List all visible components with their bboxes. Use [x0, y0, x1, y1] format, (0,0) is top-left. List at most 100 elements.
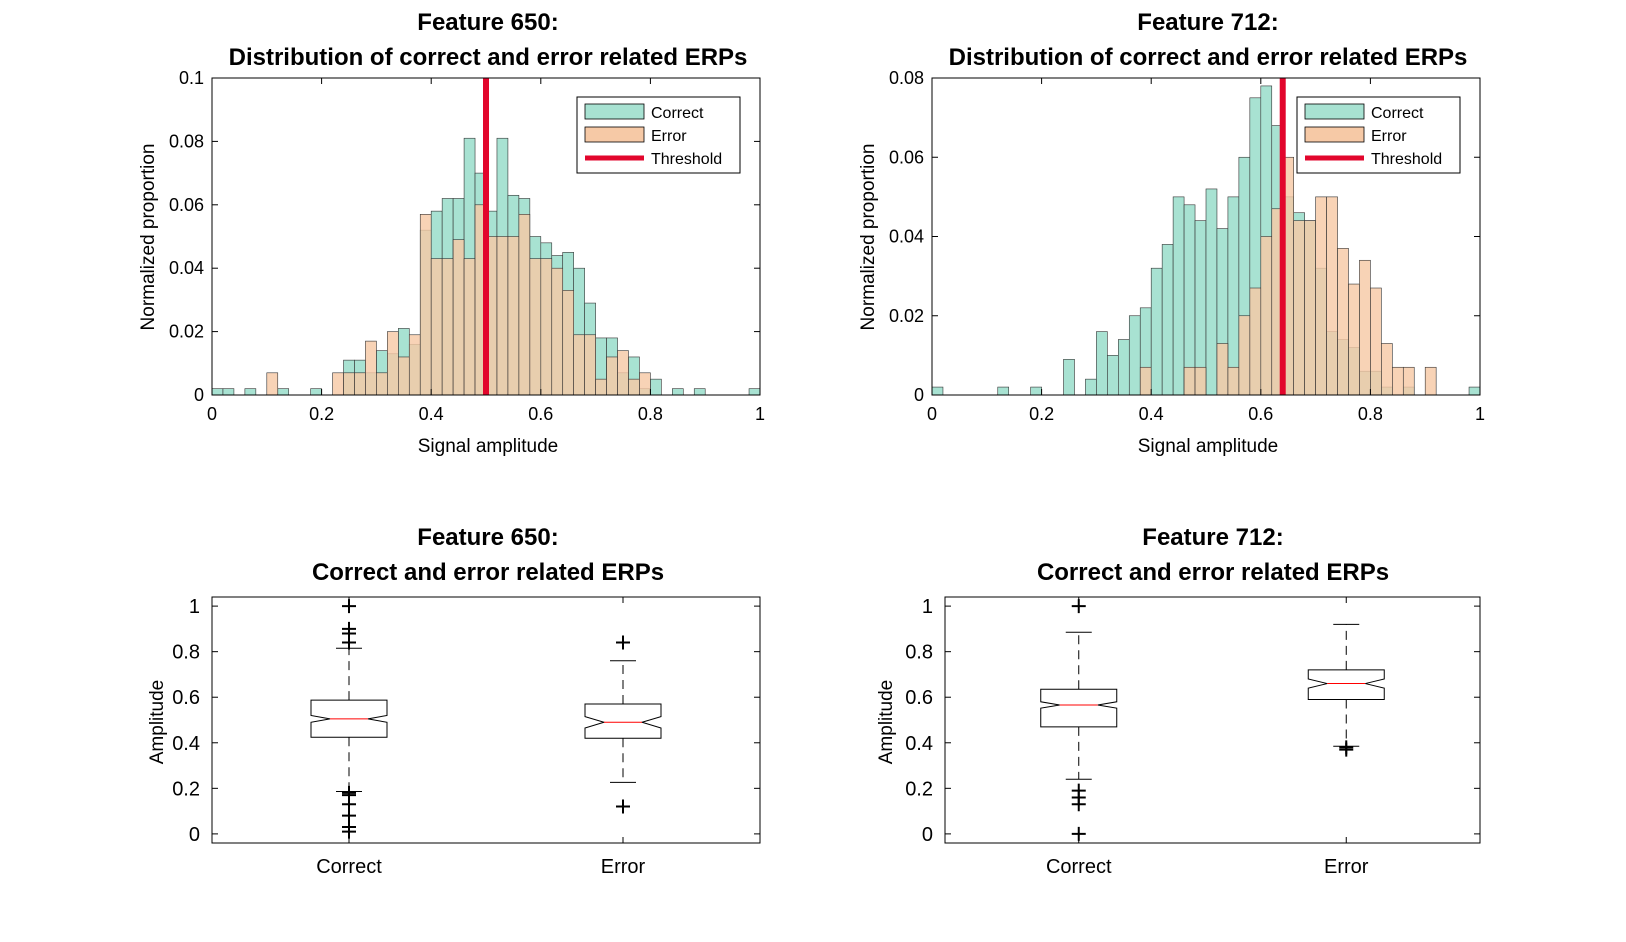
correct-bar [1118, 339, 1130, 396]
category-label: Correct [1046, 856, 1112, 878]
error-bar [595, 378, 607, 396]
y-axis-label: Amplitude [147, 680, 168, 765]
outlier-marker [1339, 742, 1354, 757]
error-bar [606, 356, 618, 396]
error-bar [1249, 287, 1262, 396]
error-bar [1381, 343, 1393, 396]
error-bar [376, 372, 388, 396]
error-bar [398, 356, 410, 396]
error-bar [1315, 196, 1327, 396]
x-axis-label: Signal amplitude [1138, 436, 1278, 457]
error-bar [562, 290, 574, 396]
error-bar [365, 340, 377, 396]
y-tick-label: 0.06 [889, 147, 924, 167]
y-tick-label: 0.8 [905, 642, 933, 664]
error-bar [584, 334, 596, 396]
correct-bar [1107, 355, 1119, 396]
legend-correct-swatch [584, 103, 645, 120]
notched-box [1040, 688, 1118, 728]
error-bar [628, 378, 640, 396]
y-tick-label: 0 [194, 385, 204, 405]
error-bar [354, 372, 366, 396]
category-label: Error [601, 856, 646, 878]
correct-bar [1468, 386, 1481, 396]
x-tick-label: 0.4 [1139, 404, 1164, 424]
error-bar [430, 258, 443, 396]
correct-bar [1085, 378, 1097, 396]
chart-title-line2: Distribution of correct and error relate… [229, 44, 748, 71]
outlier-marker [616, 635, 630, 650]
x-tick-label: 0 [927, 404, 937, 424]
x-tick-label: 0.6 [1248, 404, 1273, 424]
correct-bar [211, 388, 224, 396]
axes: Correct Error 0 0.2 0.4 0.6 0.8 1 [172, 596, 761, 878]
error-bar [332, 372, 344, 396]
y-tick-label: 0 [189, 824, 200, 846]
error-bar [1183, 366, 1196, 396]
x-tick-label: 0 [207, 404, 217, 424]
legend-threshold-label: Threshold [1371, 151, 1442, 168]
error-bar [1337, 248, 1349, 396]
correct-bar [997, 386, 1010, 396]
error-bar [1194, 366, 1207, 396]
error-bars [266, 204, 651, 396]
y-axis-label: Normalized proportion [138, 144, 159, 331]
x-axis-label: Signal amplitude [418, 436, 558, 457]
legend-error-swatch [1304, 126, 1365, 143]
correct-bar [277, 388, 290, 396]
y-axis-label: Normalized proportion [858, 144, 879, 331]
error-bar [441, 258, 454, 396]
x-tick-label: 0.2 [1029, 404, 1054, 424]
correct-bar [1150, 267, 1163, 396]
y-tick-label: 0.02 [889, 306, 924, 326]
correct-bar [693, 388, 706, 396]
y-tick-label: 0.1 [179, 68, 204, 88]
y-tick-label: 0.08 [889, 68, 924, 88]
correct-bar [1063, 359, 1075, 396]
y-tick-label: 0.04 [169, 258, 204, 278]
y-tick-label: 0.8 [172, 642, 200, 664]
y-tick-label: 1 [922, 596, 933, 618]
correct-bar [310, 388, 322, 396]
chart-title-line2: Correct and error related ERPs [312, 559, 664, 586]
axes: 0 0.2 0.4 0.6 0.8 1 0 0.02 0.04 0.06 0.08 [889, 68, 1485, 424]
error-bar [266, 372, 279, 396]
error-bar [387, 331, 399, 396]
histogram-feature-712: Feature 712: Distribution of correct and… [858, 9, 1485, 457]
x-tick-label: 0.4 [419, 404, 444, 424]
correct-bar [1161, 244, 1174, 396]
error-bar [1139, 366, 1152, 396]
error-bar [617, 350, 629, 396]
x-tick-label: 1 [1475, 404, 1485, 424]
correct-bar [1227, 196, 1240, 396]
error-bar [1304, 220, 1316, 396]
axes: Correct Error 0 0.2 0.4 0.6 0.8 1 [905, 596, 1481, 878]
error-bars [1139, 156, 1437, 396]
y-tick-label: 0.08 [169, 131, 204, 151]
correct-bar [1205, 188, 1218, 396]
correct-bar [1172, 196, 1185, 396]
chart-title-line1: Feature 712: [1142, 524, 1283, 551]
correct-bar [1183, 204, 1196, 396]
error-bar [1359, 259, 1371, 396]
y-tick-label: 0.4 [172, 733, 200, 755]
chart-title-line2: Distribution of correct and error relate… [949, 44, 1468, 71]
error-bar [408, 334, 421, 396]
x-tick-label: 1 [755, 404, 765, 424]
error-bar [343, 372, 355, 396]
error-bar [573, 334, 585, 396]
y-tick-label: 0.2 [905, 778, 933, 800]
correct-bar [1030, 386, 1042, 396]
outlier-marker [616, 799, 630, 814]
legend: Correct Error Threshold [1296, 96, 1461, 174]
plot-frame [211, 596, 761, 844]
y-tick-label: 0.06 [169, 195, 204, 215]
boxplot-feature-712: Feature 712: Correct and error related E… [876, 524, 1481, 878]
chart-title-line2: Correct and error related ERPs [1037, 559, 1389, 586]
correct-bar [931, 386, 944, 396]
error-bar [463, 258, 476, 396]
error-bar [529, 258, 542, 396]
outlier-marker [342, 635, 356, 650]
error-bar [1370, 287, 1382, 396]
